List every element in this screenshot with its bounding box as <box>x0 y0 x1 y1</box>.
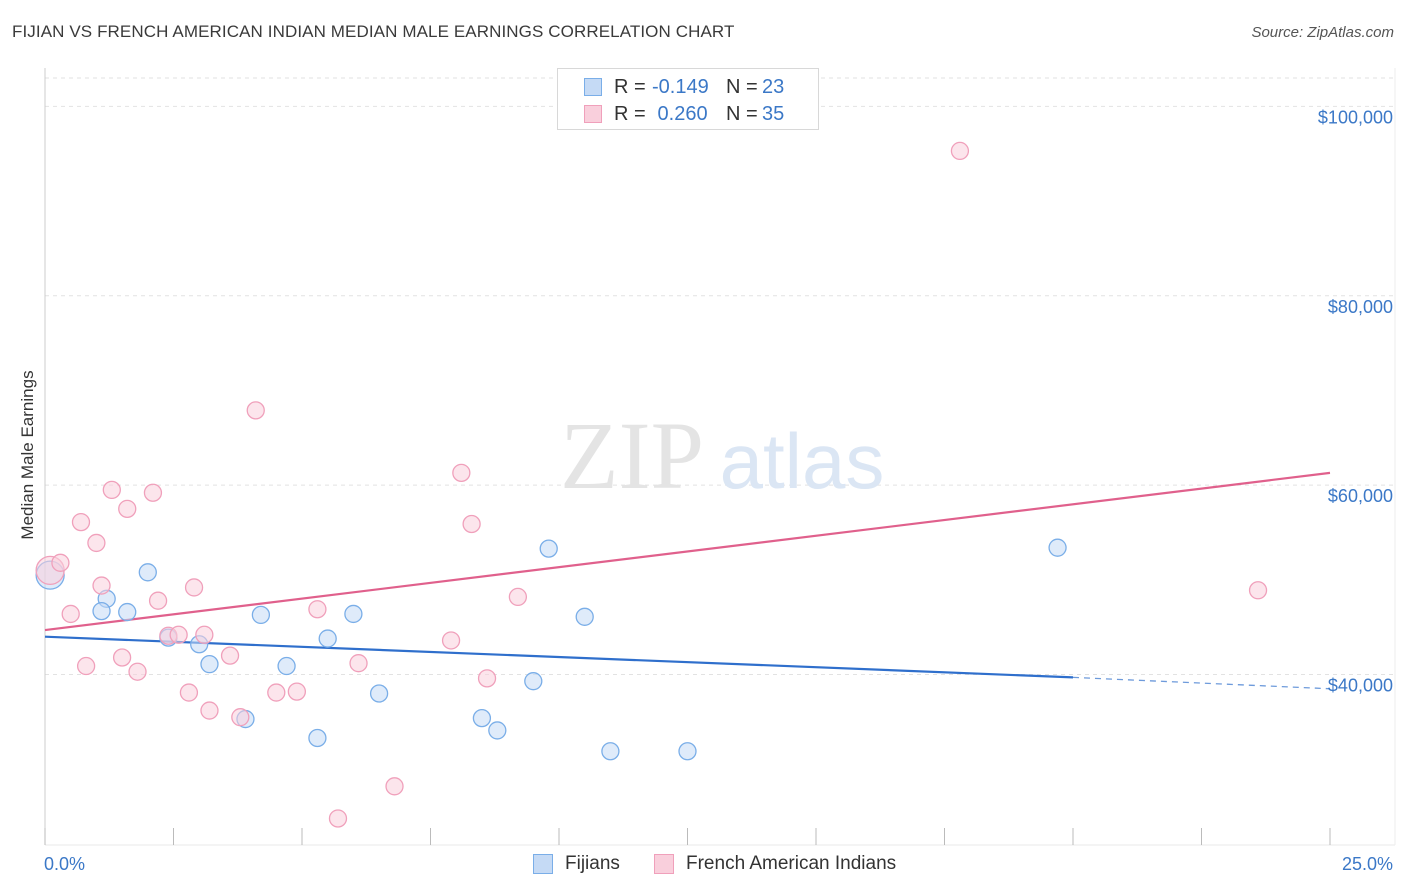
chart-source: Source: ZipAtlas.com <box>1251 24 1394 41</box>
y-axis-label: Median Male Earnings <box>18 370 37 539</box>
correlation-legend: R = -0.149 N = 23 R = 0.260 N = 35 <box>557 68 819 130</box>
legend-r-value: 0.260 <box>652 102 708 125</box>
trend-line-french-american-indians <box>44 471 1331 632</box>
point-french-american-indians <box>441 631 461 650</box>
legend-n-label: N = <box>726 102 758 125</box>
legend-n-label: N = <box>726 75 758 98</box>
point-fijians <box>524 672 543 691</box>
point-french-american-indians <box>246 401 265 420</box>
point-fijians <box>344 604 363 624</box>
point-fijians <box>92 601 111 621</box>
y-tick-label: $40,000 <box>1328 676 1393 696</box>
legend-row-french-american-indians: R = 0.260 N = 35 <box>558 101 784 127</box>
points-layer <box>35 141 1268 828</box>
series-name-fijians: Fijians <box>565 853 620 874</box>
y-tick-label: $100,000 <box>1318 107 1393 127</box>
point-fijians <box>488 721 507 740</box>
series-swatch-fijians <box>533 854 553 874</box>
grid-layer <box>45 77 1395 676</box>
trend-layer <box>44 471 1331 690</box>
point-fijians <box>601 742 620 761</box>
legend-r-label: R = <box>614 75 646 98</box>
point-french-american-indians <box>169 625 188 644</box>
chart-title: FIJIAN VS FRENCH AMERICAN INDIAN MEDIAN … <box>12 22 735 41</box>
trend-line-fijians-extrapolated <box>1072 676 1331 690</box>
point-french-american-indians <box>308 600 327 619</box>
point-fijians <box>200 654 219 674</box>
point-french-american-indians <box>200 701 219 720</box>
series-legend: Fijians French American Indians <box>0 852 1406 878</box>
point-fijians <box>539 539 558 558</box>
point-french-american-indians <box>231 708 250 727</box>
point-french-american-indians <box>220 646 240 665</box>
point-fijians <box>138 563 157 582</box>
legend-row-fijians: R = -0.149 N = 23 <box>558 74 784 100</box>
point-french-american-indians <box>452 463 471 483</box>
point-french-american-indians <box>71 512 91 532</box>
point-french-american-indians <box>102 480 121 500</box>
y-tick-label: $60,000 <box>1328 486 1393 506</box>
point-fijians <box>369 684 389 703</box>
x-axis-max-label: 25.0% <box>1342 854 1393 874</box>
legend-r-label: R = <box>614 102 646 125</box>
point-french-american-indians <box>950 141 970 161</box>
point-french-american-indians <box>385 777 404 796</box>
point-french-american-indians <box>61 604 80 624</box>
point-fijians <box>251 605 271 625</box>
point-french-american-indians <box>477 669 497 688</box>
point-french-american-indians <box>92 576 111 595</box>
point-french-american-indians <box>287 682 307 701</box>
point-french-american-indians <box>148 591 168 610</box>
point-fijians <box>678 742 697 761</box>
point-french-american-indians <box>1248 581 1268 600</box>
point-fijians <box>118 602 137 622</box>
series-legend-french-american-indians: French American Indians <box>654 852 896 876</box>
point-french-american-indians <box>508 587 528 607</box>
point-fijians <box>472 708 492 728</box>
point-fijians <box>318 629 337 648</box>
point-french-american-indians <box>267 683 286 702</box>
point-french-american-indians <box>184 578 204 597</box>
axis-layer <box>44 68 1396 846</box>
trend-line-fijians <box>44 635 1074 679</box>
series-swatch-french-american-indians <box>654 854 674 874</box>
y-tick-labels: $40,000 $60,000 $80,000 $100,000 <box>1318 107 1393 695</box>
legend-n-value: 35 <box>762 102 785 125</box>
point-french-american-indians <box>328 809 348 828</box>
point-fijians <box>575 607 594 626</box>
point-french-american-indians <box>51 553 70 572</box>
series-name-french-american-indians: French American Indians <box>686 853 897 874</box>
legend-swatch-french-american-indians <box>584 105 602 123</box>
point-french-american-indians <box>118 499 137 518</box>
point-french-american-indians <box>87 533 106 553</box>
point-french-american-indians <box>462 514 481 534</box>
point-french-american-indians <box>112 648 132 667</box>
point-fijians <box>1048 538 1067 557</box>
point-french-american-indians <box>195 625 214 644</box>
watermark-atlas: atlas <box>720 417 885 505</box>
point-french-american-indians <box>143 483 163 502</box>
legend-swatch-fijians <box>584 78 602 96</box>
watermark-zip: ZIP <box>560 402 704 509</box>
point-fijians <box>277 656 296 676</box>
series-legend-fijians: Fijians <box>533 852 620 876</box>
y-tick-label: $80,000 <box>1328 297 1393 317</box>
legend-r-value: -0.149 <box>652 75 709 98</box>
point-fijians <box>308 728 327 748</box>
x-axis-min-label: 0.0% <box>44 854 85 874</box>
point-french-american-indians <box>349 654 368 673</box>
point-french-american-indians <box>179 683 199 702</box>
legend-n-value: 23 <box>762 75 785 98</box>
point-french-american-indians <box>128 662 147 681</box>
point-french-american-indians <box>76 656 96 676</box>
